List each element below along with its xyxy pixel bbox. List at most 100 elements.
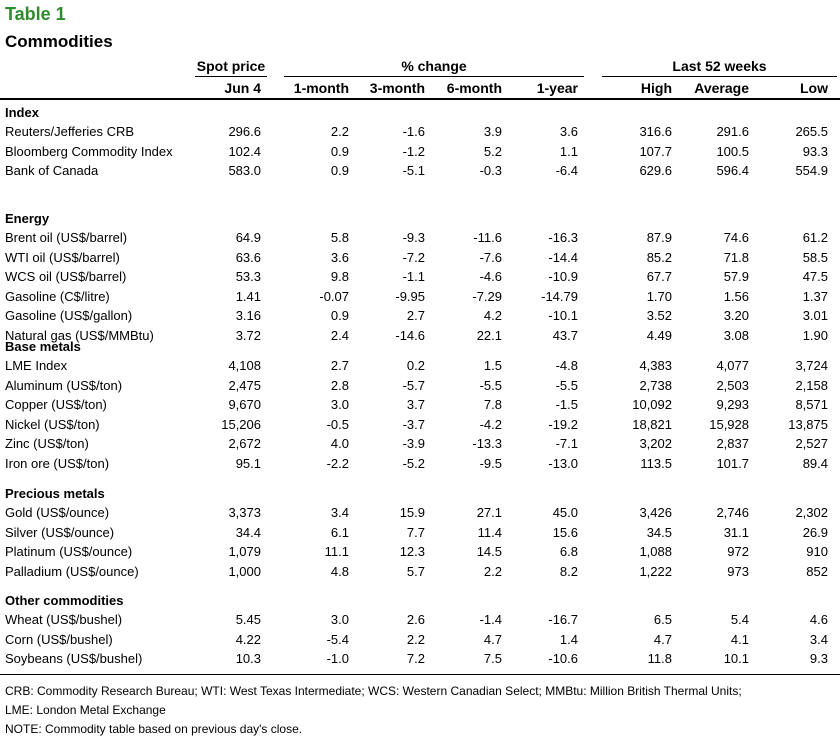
table-cell: 2,503 <box>716 377 749 393</box>
table-cell: -9.5 <box>479 456 502 471</box>
table-cell: 4.8 <box>330 563 349 579</box>
table-cell: -13.0 <box>548 456 578 471</box>
table-cell: 7.8 <box>483 397 502 413</box>
table-cell: 58.5 <box>802 249 828 265</box>
section-header: Precious metals <box>5 486 105 501</box>
table-cell: 10.3 <box>235 651 261 667</box>
table-row: Copper (US$/ton) 9,670 3.0 3.7 7.8 -1.5 10,092… <box>0 397 840 416</box>
table-cell: 6.1 <box>330 524 349 540</box>
table-cell: 2.7 <box>406 308 425 324</box>
row-label: Soybeans (US$/bushel) <box>5 651 143 667</box>
table-row: Bloomberg Commodity Index 102.4 0.9 -1.2 5.2… <box>0 144 840 163</box>
table-cell: 11.4 <box>477 524 502 540</box>
row-label: Corn (US$/bushel) <box>5 631 113 647</box>
table-cell: 2.2 <box>483 563 502 579</box>
table-cell: 26.9 <box>802 524 828 540</box>
column-header-average: Average <box>694 80 749 96</box>
table-cell: 2,527 <box>795 436 828 452</box>
table-cell: -1.0 <box>326 651 349 667</box>
column-header-high: High <box>640 80 672 96</box>
table-cell: 1.1 <box>559 143 578 159</box>
column-header-low: Low <box>800 80 828 96</box>
table-cell: 9.8 <box>330 269 349 285</box>
table-cell: -0.3 <box>479 163 502 179</box>
table-cell: -3.9 <box>402 436 425 452</box>
table-cell: -5.2 <box>402 456 425 471</box>
table-row: WTI oil (US$/barrel) 63.6 3.6 -7.2 -7.6 -14.4… <box>0 250 840 269</box>
table-cell: 7.7 <box>406 524 425 540</box>
table-cell: 2,837 <box>716 436 749 452</box>
table-cell: 43.7 <box>552 328 578 343</box>
table-cell: -5.5 <box>555 377 578 393</box>
section-header: Energy <box>5 211 50 226</box>
table-cell: -10.1 <box>548 308 578 324</box>
table-cell: 3,373 <box>228 505 261 520</box>
table-cell: 296.6 <box>228 124 261 139</box>
table-cell: 93.3 <box>802 143 828 159</box>
table-cell: 34.4 <box>235 524 261 540</box>
group-header-spot-price: Spot price <box>196 58 266 74</box>
table-cell: 5.4 <box>730 612 749 627</box>
group-underline-last-52-weeks <box>602 76 837 77</box>
table-cell: 11.1 <box>324 544 349 560</box>
table-cell: 3.9 <box>483 124 502 139</box>
table-cell: 1.90 <box>802 328 828 343</box>
table-cell: 2,746 <box>716 505 749 520</box>
table-row: WCS oil (US$/barrel) 53.3 9.8 -1.1 -4.6 -10.9… <box>0 269 840 288</box>
table-cell: 5.45 <box>235 612 261 627</box>
table-row: Natural gas (US$/MMBtu) 3.72 2.4 -14.6 22.1 4… <box>0 328 840 347</box>
row-label: Copper (US$/ton) <box>5 397 107 413</box>
table-cell: 972 <box>727 544 749 560</box>
table-bottom-rule <box>0 674 840 675</box>
table-cell: -1.6 <box>402 124 425 139</box>
table-cell: 71.8 <box>723 249 749 265</box>
table-cell: 63.6 <box>235 249 261 265</box>
table-cell: 12.3 <box>399 544 425 560</box>
column-header-1-month: 1-month <box>293 80 349 96</box>
table-cell: 15.6 <box>552 524 578 540</box>
group-underline-spot-price <box>195 76 267 77</box>
table-cell: 1,088 <box>639 544 672 560</box>
table-row: Palladium (US$/ounce) 1,000 4.8 5.7 2.2 8.2 1,… <box>0 564 840 583</box>
table-cell: 0.2 <box>406 358 425 373</box>
table-cell: 2.7 <box>330 358 349 373</box>
group-underline-percent-change <box>284 76 584 77</box>
table-cell: 2.8 <box>330 377 349 393</box>
table-cell: 1.37 <box>802 288 828 304</box>
row-label: WTI oil (US$/barrel) <box>5 249 120 265</box>
table-cell: -1.1 <box>402 269 425 285</box>
table-row: Zinc (US$/ton) 2,672 4.0 -3.9 -13.3 -7.1 3,202… <box>0 436 840 455</box>
table-cell: 0.9 <box>330 308 349 324</box>
table-cell: 4.0 <box>330 436 349 452</box>
table-cell: 3.16 <box>235 308 261 324</box>
table-cell: 4.7 <box>483 631 502 647</box>
header-rule <box>0 98 840 100</box>
table-cell: 1,222 <box>639 563 672 579</box>
table-cell: 3.4 <box>330 505 349 520</box>
table-row: Platinum (US$/ounce) 1,079 11.1 12.3 14.5 6.8… <box>0 544 840 563</box>
table-cell: 6.5 <box>653 612 672 627</box>
table-cell: -1.2 <box>402 143 425 159</box>
table-cell: 13,875 <box>788 416 828 432</box>
table-row: Iron ore (US$/ton) 95.1 -2.2 -5.2 -9.5 -13.0 1… <box>0 456 840 475</box>
table-row: Soybeans (US$/bushel) 10.3 -1.0 7.2 7.5 -10.6… <box>0 651 840 670</box>
table-cell: 4.22 <box>235 631 261 647</box>
table-cell: 45.0 <box>552 505 578 520</box>
table-cell: 2,158 <box>795 377 828 393</box>
table-row: Gasoline (C$/litre) 1.41 -0.07 -9.95 -7.29 -1… <box>0 289 840 308</box>
section-header: Base metals <box>5 339 81 354</box>
table-row: Reuters/Jefferies CRB 296.6 2.2 -1.6 3.9 3.6 3… <box>0 124 840 143</box>
table-cell: 14.5 <box>476 544 502 560</box>
row-label: Zinc (US$/ton) <box>5 436 89 452</box>
column-header-6-month: 6-month <box>446 80 502 96</box>
table-cell: 15,928 <box>709 416 749 432</box>
table-cell: 6.8 <box>559 544 578 560</box>
table-cell: 0.9 <box>330 163 349 179</box>
table-cell: 3.4 <box>809 631 828 647</box>
table-title: Table 1 <box>5 4 66 24</box>
column-header-jun4: Jun 4 <box>224 80 261 96</box>
row-label: Iron ore (US$/ton) <box>5 456 110 471</box>
table-cell: 67.7 <box>646 269 672 285</box>
table-row: Gold (US$/ounce) 3,373 3.4 15.9 27.1 45.0 3,42… <box>0 505 840 524</box>
table-cell: 1.5 <box>483 358 502 373</box>
